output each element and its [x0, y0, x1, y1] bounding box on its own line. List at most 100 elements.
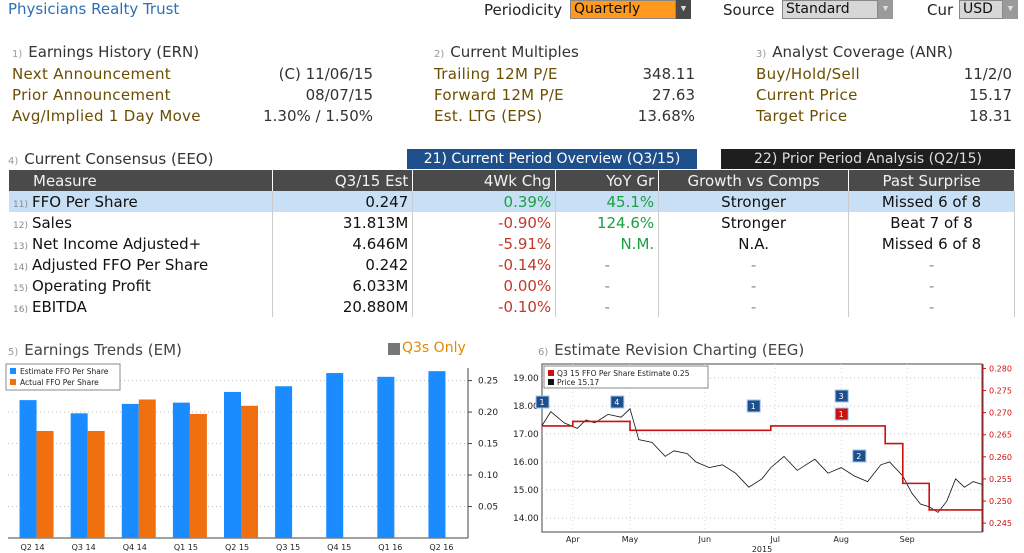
estimate-revision-section[interactable]: 6) Estimate Revision Charting (EEG) — [538, 341, 804, 359]
periodicity-label: Periodicity — [484, 1, 563, 19]
chg-cell: -5.91% — [412, 233, 557, 254]
measure-cell[interactable]: 12) Sales — [9, 212, 274, 233]
x-sublabel: 2015 — [752, 545, 772, 553]
prior-announcement-label: Prior Announcement — [12, 86, 171, 104]
yoy-cell: - — [555, 296, 660, 317]
current-multiples-title: Current Multiples — [450, 43, 579, 61]
estimate-bar — [121, 403, 139, 538]
plot-frame — [541, 363, 983, 533]
right-tick-label: 0.250 — [989, 497, 1012, 506]
legend-swatch-actual — [10, 379, 16, 385]
chg-cell: 0.00% — [412, 275, 557, 296]
source-select[interactable]: Standard — [782, 0, 878, 19]
col-measure[interactable]: Measure — [9, 170, 274, 191]
measure-cell[interactable]: 11) FFO Per Share — [9, 191, 274, 212]
left-tick-label: 15.00 — [513, 486, 539, 496]
table-row[interactable]: 12) Sales 31.813M -0.90% 124.6% Stronger … — [9, 212, 1015, 233]
x-tick-label: Q2 16 — [429, 543, 453, 552]
yoy-cell: - — [555, 254, 660, 275]
col-yoy-gr[interactable]: YoY Gr — [555, 170, 660, 191]
col-4wk-chg[interactable]: 4Wk Chg — [412, 170, 557, 191]
analyst-coverage-section[interactable]: 3) Analyst Coverage (ANR) — [756, 43, 953, 61]
comps-cell: N.A. — [658, 233, 850, 254]
revision-marker — [610, 395, 625, 409]
surprise-cell: - — [848, 296, 1015, 317]
comps-cell: Stronger — [658, 212, 850, 233]
section-number: 1) — [12, 49, 23, 60]
periodicity-dropdown-icon[interactable]: ▼ — [676, 0, 691, 19]
earnings-trends-section[interactable]: 5) Earnings Trends (EM) — [8, 341, 182, 359]
estimate-bar — [224, 391, 241, 538]
consensus-table: Measure Q3/15 Est 4Wk Chg YoY Gr Growth … — [9, 170, 1015, 317]
legend-label-estimate: Q3 15 FFO Per Share Estimate 0.25 — [557, 369, 690, 378]
legend-box — [543, 365, 709, 389]
yoy-cell: 124.6% — [555, 212, 660, 233]
avg-implied-move-value: 1.30% / 1.50% — [263, 107, 373, 125]
q3s-only-checkbox[interactable] — [388, 343, 400, 355]
col-past-surprise[interactable]: Past Surprise — [848, 170, 1015, 191]
estimate-line — [542, 420, 982, 511]
section-number: 3) — [756, 49, 767, 60]
y-tick-label: 0.15 — [478, 440, 498, 450]
actual-bar — [241, 405, 258, 538]
next-announcement-value: (C) 11/06/15 — [278, 65, 373, 83]
buy-hold-sell-value: 11/2/0 — [963, 65, 1012, 83]
forward-pe-label: Forward 12M P/E — [434, 86, 564, 104]
col-est[interactable]: Q3/15 Est — [272, 170, 414, 191]
currency-label: Cur — [927, 1, 954, 19]
est-cell: 0.247 — [272, 191, 414, 212]
estimate-bar — [326, 373, 344, 538]
right-tick-label: 0.245 — [989, 519, 1012, 528]
q3s-only-label[interactable]: Q3s Only — [402, 340, 466, 356]
price-line — [541, 408, 983, 513]
next-announcement-label: Next Announcement — [12, 65, 171, 83]
table-row[interactable]: 14) Adjusted FFO Per Share 0.242 -0.14% -… — [9, 254, 1015, 275]
legend-label-actual: Actual FFO Per Share — [20, 378, 99, 387]
surprise-cell: - — [848, 254, 1015, 275]
yoy-cell: 45.1% — [555, 191, 660, 212]
periodicity-select[interactable]: Quarterly — [570, 0, 676, 19]
currency-select[interactable]: USD — [959, 0, 1003, 19]
right-tick-label: 0.280 — [989, 364, 1012, 373]
est-ltg-label: Est. LTG (EPS) — [434, 107, 543, 125]
y-tick-label: 0.20 — [478, 408, 498, 418]
x-tick-label: Apr — [566, 535, 581, 544]
x-tick-label: Jun — [698, 535, 712, 544]
tab-prior-period[interactable]: 22) Prior Period Analysis (Q2/15) — [721, 149, 1015, 169]
est-cell: 0.242 — [272, 254, 414, 275]
col-growth-vs-comps[interactable]: Growth vs Comps — [658, 170, 850, 191]
tab-current-period[interactable]: 21) Current Period Overview (Q3/15) — [407, 149, 697, 169]
left-tick-label: 19.00 — [513, 374, 539, 384]
legend-box — [5, 363, 121, 391]
earnings-history-title: Earnings History (ERN) — [28, 43, 200, 61]
forward-pe-value: 27.63 — [652, 86, 695, 104]
surprise-cell: - — [848, 275, 1015, 296]
measure-cell[interactable]: 13) Net Income Adjusted+ — [9, 233, 274, 254]
legend-swatch-estimate — [10, 368, 16, 374]
est-cell: 4.646M — [272, 233, 414, 254]
measure-cell[interactable]: 14) Adjusted FFO Per Share — [9, 254, 274, 275]
earnings-history-section[interactable]: 1) Earnings History (ERN) — [12, 43, 199, 61]
revision-marker-label: 1 — [751, 402, 756, 411]
x-tick-label: Aug — [833, 535, 849, 544]
table-header-row: Measure Q3/15 Est 4Wk Chg YoY Gr Growth … — [9, 170, 1015, 191]
earnings-trends-chart: 0.25 0.20 0.15 0.10 0.05 Q2 14 Q3 14 Q4 14 Q1 15… — [5, 363, 498, 552]
left-tick-label: 18.00 — [513, 402, 539, 412]
current-consensus-section[interactable]: 4) Current Consensus (EEO) — [8, 150, 213, 168]
source-dropdown-icon[interactable]: ▼ — [878, 0, 893, 19]
chg-cell: -0.90% — [412, 212, 557, 233]
est-cell: 6.033M — [272, 275, 414, 296]
comps-cell: - — [658, 296, 850, 317]
measure-cell[interactable]: 15) Operating Profit — [9, 275, 274, 296]
revision-marker-label: 2 — [856, 452, 861, 461]
table-row[interactable]: 11) FFO Per Share 0.247 0.39% 45.1% Stron… — [9, 191, 1015, 212]
table-row[interactable]: 15) Operating Profit 6.033M 0.00% - - - — [9, 275, 1015, 296]
est-cell: 20.880M — [272, 296, 414, 317]
measure-cell[interactable]: 16) EBITDA — [9, 296, 274, 317]
table-row[interactable]: 13) Net Income Adjusted+ 4.646M -5.91% N.… — [9, 233, 1015, 254]
currency-dropdown-icon[interactable]: ▼ — [1003, 0, 1018, 19]
yoy-cell: N.M. — [555, 233, 660, 254]
est-ltg-value: 13.68% — [637, 107, 695, 125]
table-row[interactable]: 16) EBITDA 20.880M -0.10% - - - — [9, 296, 1015, 317]
chg-cell: -0.10% — [412, 296, 557, 317]
